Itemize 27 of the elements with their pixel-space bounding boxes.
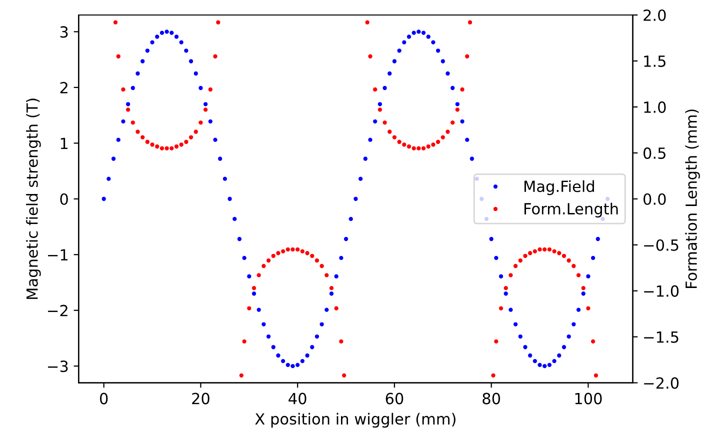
y2-tick-label: −2.0 bbox=[644, 377, 679, 389]
x-axis-title: X position in wiggler (mm) bbox=[255, 412, 456, 428]
x-tick-label: 40 bbox=[288, 392, 306, 404]
y2-tick-label: 1.0 bbox=[644, 101, 666, 113]
y-tick-label: −1 bbox=[48, 249, 68, 260]
y2-tick-label: 0.0 bbox=[644, 193, 666, 205]
y2-tick-label: 2.0 bbox=[644, 9, 666, 22]
y2-tick-label: 0.5 bbox=[644, 147, 666, 159]
x-tick-label: 60 bbox=[386, 392, 404, 404]
x-tick-label: 100 bbox=[575, 392, 602, 404]
legend-label: Mag.Field bbox=[524, 180, 594, 196]
y2-axis-title: Formation Length (mm) bbox=[685, 110, 700, 288]
y2-tick-label: −1.0 bbox=[644, 285, 679, 297]
x-tick-label: 0 bbox=[100, 392, 108, 404]
y-tick-label: 3 bbox=[60, 26, 68, 38]
y2-tick-label: 1.5 bbox=[644, 56, 666, 67]
y2-tick-label: −1.5 bbox=[644, 331, 678, 343]
legend-label: Form.Length bbox=[524, 202, 618, 218]
y-tick-label: 2 bbox=[60, 82, 68, 94]
y-tick-label: 0 bbox=[60, 193, 68, 205]
x-tick-label: 20 bbox=[192, 392, 210, 404]
y-tick-label: 1 bbox=[60, 138, 68, 149]
y-tick-label: −2 bbox=[48, 304, 68, 316]
y-tick-label: −3 bbox=[48, 360, 68, 372]
y-axis-title: Magnetic field strength (T) bbox=[26, 98, 41, 299]
y2-tick-label: −0.5 bbox=[644, 239, 678, 251]
x-tick-label: 80 bbox=[482, 392, 500, 404]
